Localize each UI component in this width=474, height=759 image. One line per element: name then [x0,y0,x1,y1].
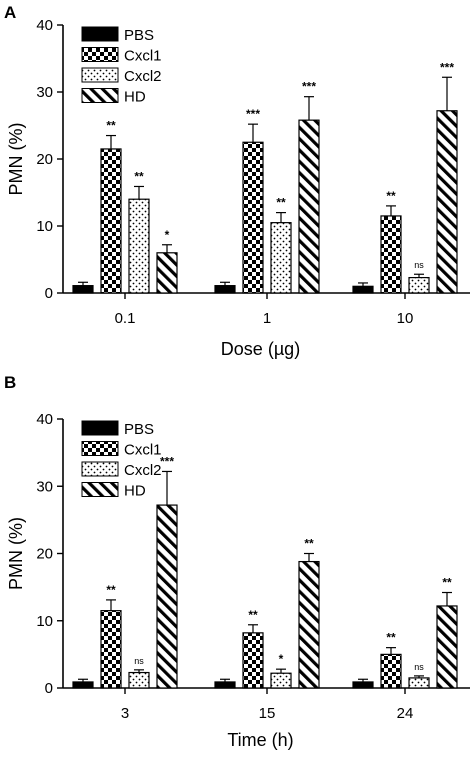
panel-a-significance-label: *** [440,60,454,74]
panel-a-bar-cxcl2 [408,276,430,294]
panel-a-x-tick-label: 10 [397,310,414,327]
panel-a-y-tick-label: 30 [36,84,53,101]
panel-b-y-axis-label: PMN (%) [6,517,26,590]
panel-a-x-tick-label: 1 [263,310,271,327]
panel-a-y-tick-label: 20 [36,151,53,168]
panel-b-legend-label-hd: HD [124,483,146,500]
panel-b-y-tick-label: 10 [36,613,53,630]
panel-a-bar-cxcl2 [128,198,150,294]
panel-a-significance-label: ** [386,189,396,203]
panel-b-y-tick-label: 0 [45,680,53,697]
panel-a-bar-cxcl1 [100,148,122,294]
panel-a-significance-label: ** [134,169,144,183]
panel-a-bar-cxcl2 [270,222,292,294]
panel-a-significance-label: *** [302,80,316,94]
panel-b-significance-label: ** [442,576,452,590]
panel-a-legend-label-cxcl2: Cxcl2 [124,68,162,85]
panel-b-significance-label: * [279,652,284,666]
panel-b-letter: B [4,373,16,392]
panel-a-y-tick-label: 0 [45,285,53,302]
panel-b-bar-pbs [214,681,236,689]
panel-a-bar-hd [436,110,458,294]
panel-a-legend-swatch-cxcl2 [81,67,119,83]
panel-b-x-tick-label: 15 [259,705,276,722]
panel-b-legend-swatch-pbs [81,420,119,436]
panel-b-bar-pbs [72,681,94,689]
panel-b-bar-hd [436,605,458,689]
panel-b-y-tick-label: 40 [36,411,53,428]
panel-a-legend-label-cxcl1: Cxcl1 [124,48,162,65]
panel-b-bar-cxcl2 [128,671,150,689]
panel-a-significance-label: *** [246,107,260,121]
panel-b-x-axis-label: Time (h) [227,730,293,750]
panel-a-bar-pbs [352,285,374,294]
panel-b-bar-pbs [352,681,374,689]
panel-b-bar-cxcl1 [100,610,122,689]
panel-b-x-tick-label: 24 [397,705,414,722]
panel-b-bar-cxcl2 [408,677,430,689]
panel-b-significance-label: *** [160,454,174,468]
panel-a-y-tick-label: 40 [36,17,53,34]
panel-b-legend-swatch-cxcl2 [81,461,119,477]
panel-b-significance-label: ** [386,631,396,645]
panel-a-bar-hd [298,119,320,294]
panel-b-x-tick-label: 3 [121,705,129,722]
panel-a-x-tick-label: 0.1 [115,310,136,327]
panel-b-legend-label-cxcl1: Cxcl1 [124,442,162,459]
panel-b-legend-swatch-cxcl1 [81,441,119,456]
panel-b-significance-label: ** [106,583,116,597]
panel-b-significance-label: ** [248,608,258,622]
panel-a-bar-cxcl1 [242,141,264,294]
panel-a-legend-swatch-hd [81,88,119,103]
panel-b-significance-label: ** [304,537,314,551]
panel-a-significance-label: ** [276,196,286,210]
panel-b-legend-label-pbs: PBS [124,421,154,438]
panel-b-y-tick-label: 30 [36,478,53,495]
panel-a-y-tick-label: 10 [36,218,53,235]
panel-a-significance-label: ** [106,119,116,133]
panel-a-legend-label-hd: HD [124,89,146,106]
panel-b-significance-label: ns [134,656,144,666]
panel-b-bar-hd [156,504,178,689]
panel-b-significance-label: ns [414,662,424,672]
panel-b-bar-cxcl1 [380,653,402,689]
panel-b-bar-cxcl1 [242,632,264,689]
panel-b-y-tick-label: 20 [36,546,53,563]
panel-a-significance-label: * [165,228,170,242]
panel-a-letter: A [4,3,16,22]
panel-a-y-axis-label: PMN (%) [6,123,26,196]
panel-a-legend-label-pbs: PBS [124,27,154,44]
panel-b-legend-label-cxcl2: Cxcl2 [124,462,162,479]
panel-b-legend-swatch-hd [81,482,119,497]
panel-a-legend-swatch-pbs [81,26,119,42]
panel-a-bar-pbs [214,285,236,294]
panel-a-x-axis-label: Dose (µg) [221,339,300,359]
panel-b-bar-hd [298,560,320,689]
panel-a-bar-hd [156,252,178,294]
panel-b-bar-cxcl2 [270,672,292,689]
panel-b: B 0 10 20 30 40 PMN (%) 3 15 24 Time (h) ** ** ** ns * n… [4,373,470,750]
panel-a-bar-cxcl1 [380,215,402,294]
panel-a-bar-pbs [72,285,94,294]
panel-a-significance-label: ns [414,260,424,270]
panel-a-legend-swatch-cxcl1 [81,47,119,62]
